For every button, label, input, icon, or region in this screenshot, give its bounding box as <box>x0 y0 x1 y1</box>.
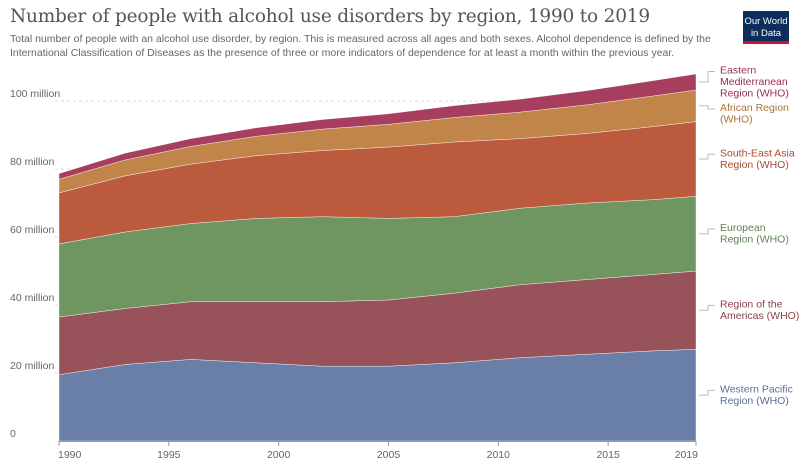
legend-label-line: Eastern <box>720 65 756 77</box>
legend-label-series-5[interactable]: Eastern Mediterranean Region (WHO) <box>720 65 789 100</box>
y-tick-label: 80 million <box>10 156 55 168</box>
area-series-5[interactable] <box>58 73 697 180</box>
legend-label-series-1[interactable]: Region of the Americas (WHO) <box>720 299 799 323</box>
logo-accent-bar <box>743 41 789 44</box>
legend-label-series-3[interactable]: South-East Asia Region (WHO) <box>720 147 795 171</box>
legend-label-series-0[interactable]: Western Pacific Region (WHO) <box>720 384 793 408</box>
legend-label-series-2[interactable]: European Region (WHO) <box>720 222 789 246</box>
legend-label-line: Mediterranean <box>720 76 788 88</box>
legend-label-line: Region (WHO) <box>720 88 789 100</box>
y-tick-label: 20 million <box>10 360 55 372</box>
legend-label-series-4[interactable]: African Region (WHO) <box>720 102 789 126</box>
owid-logo[interactable]: Our World in Data <box>743 11 789 44</box>
legend-connector <box>699 153 715 160</box>
x-tick-label: 2015 <box>596 449 620 461</box>
legend-label-line: South-East Asia <box>720 147 795 159</box>
y-tick-label: 40 million <box>10 292 55 304</box>
legend-connector <box>699 304 715 311</box>
legend-label-line: Region (WHO) <box>720 234 789 246</box>
x-tick-label: 2010 <box>487 449 511 461</box>
x-tick-label: 2000 <box>267 449 291 461</box>
legend-label-line: European <box>720 222 766 234</box>
legend-label-line: Americas (WHO) <box>720 310 799 322</box>
x-tick-label: 1990 <box>58 449 82 461</box>
chart-subtitle: Total number of people with an alcohol u… <box>10 33 711 59</box>
legend-label-line: Region of the <box>720 299 783 311</box>
legend-label-line: Western Pacific <box>720 384 793 396</box>
y-tick-label: 0 <box>10 428 16 440</box>
legend-label-line: African Region <box>720 102 789 114</box>
legend-connector <box>699 389 715 396</box>
legend-label-line: Region (WHO) <box>720 159 789 171</box>
legend-connector <box>699 71 715 83</box>
legend-connector <box>699 105 715 110</box>
legend-label-line: (WHO) <box>720 114 753 126</box>
y-tick-label: 100 million <box>10 88 60 100</box>
legend-connector <box>699 228 715 235</box>
y-tick-label: 60 million <box>10 224 55 236</box>
legend-label-line: Region (WHO) <box>720 395 789 407</box>
x-tick-label: 2005 <box>377 449 401 461</box>
logo-text-line1: Our World <box>744 15 788 27</box>
x-tick-label: 2019 <box>675 449 699 461</box>
logo-text-line2: in Data <box>750 27 782 39</box>
x-tick-label: 1995 <box>157 449 181 461</box>
chart-title: Number of people with alcohol use disord… <box>10 6 650 27</box>
